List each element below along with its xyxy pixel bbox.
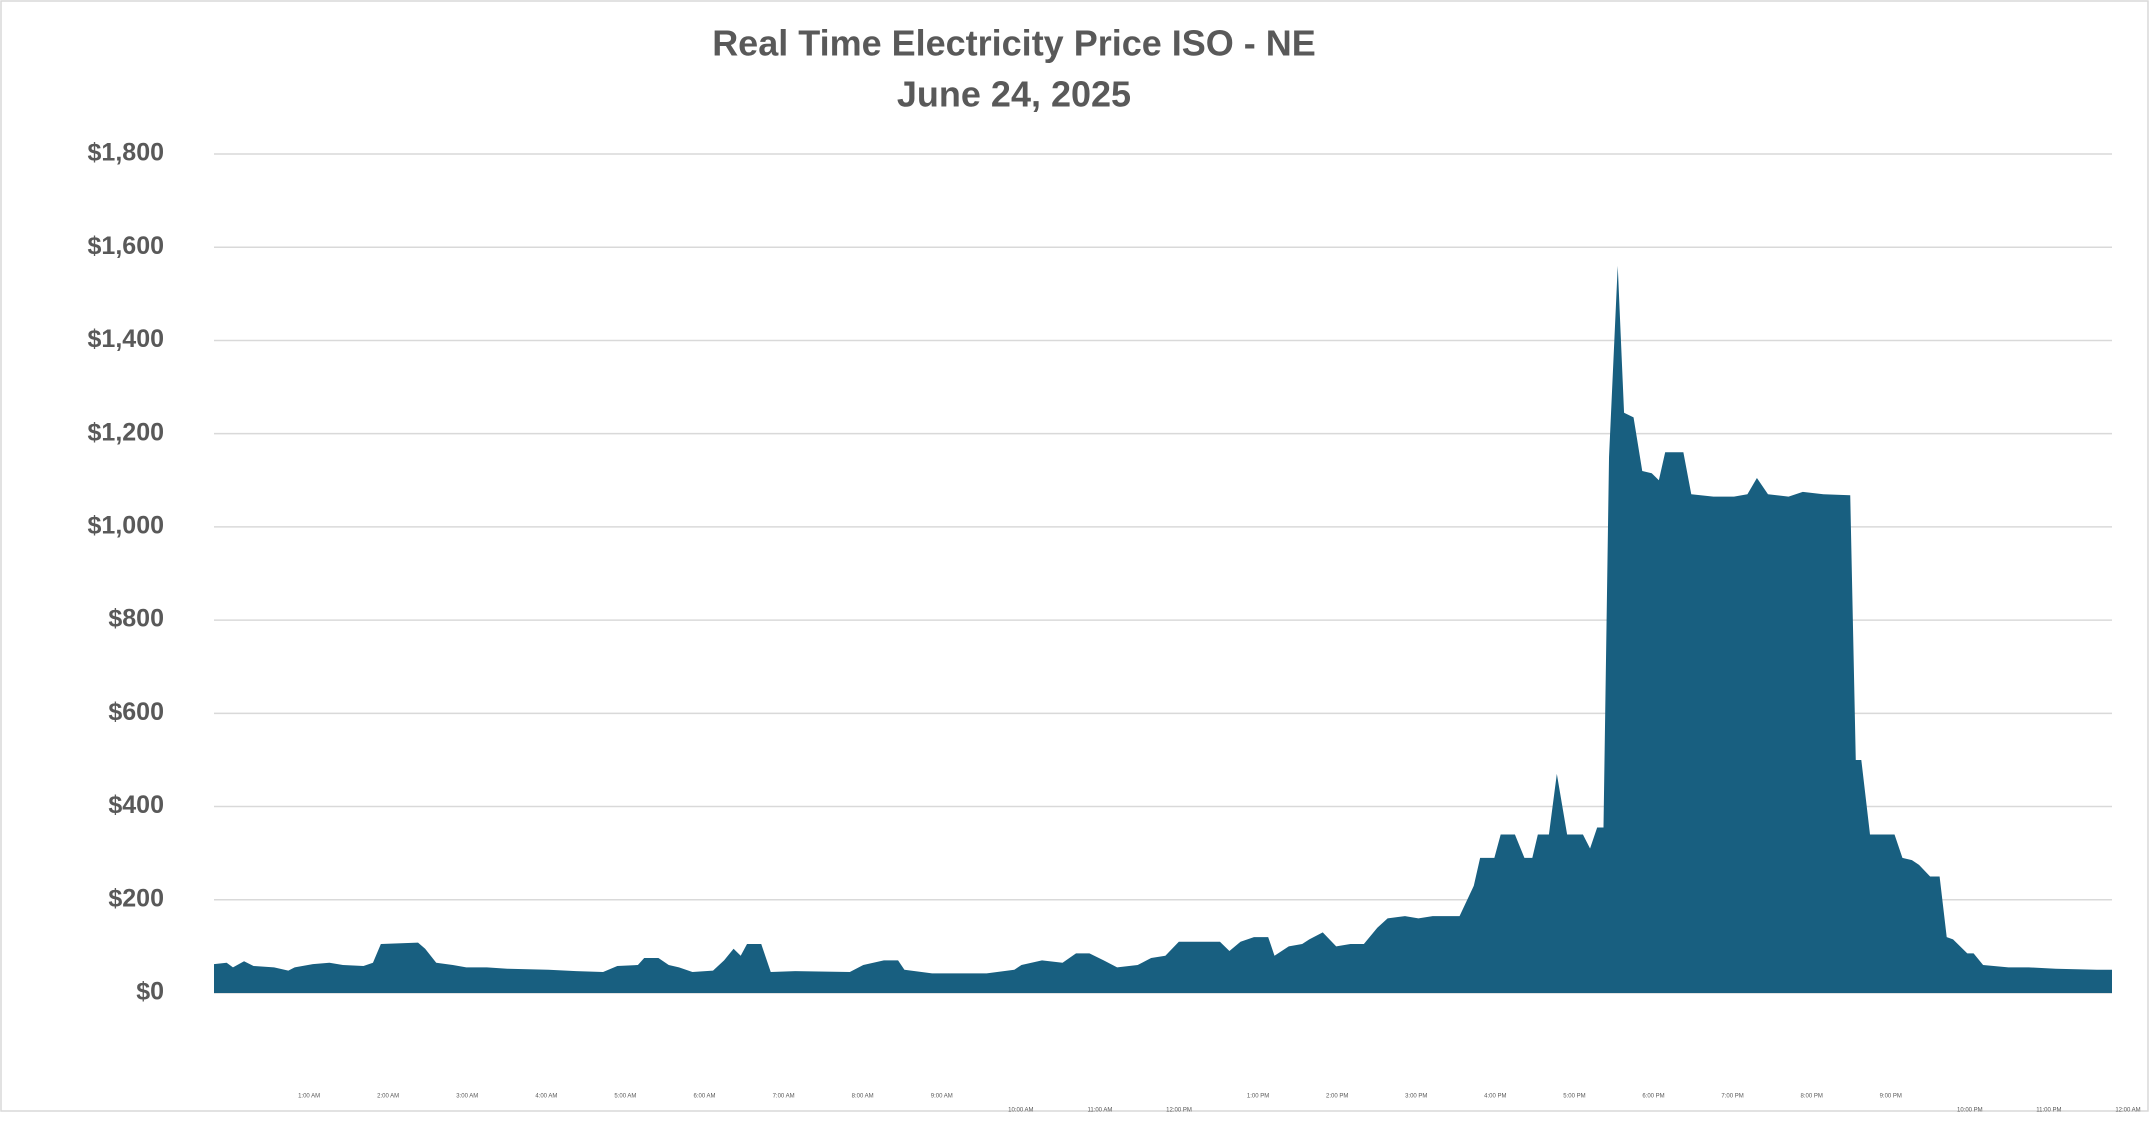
x-tick-label: 8:00 AM [852, 1094, 874, 1100]
x-tick-label: 4:00 PM [1484, 1094, 1506, 1100]
y-tick-label: $600 [108, 698, 164, 726]
x-tick-label: 8:00 PM [1800, 1094, 1822, 1100]
x-tick-label: 6:00 PM [1642, 1094, 1664, 1100]
x-tick-label: 11:00 PM [2036, 1108, 2061, 1114]
x-tick-label: 6:00 AM [693, 1094, 715, 1100]
x-tick-label: 10:00 AM [1008, 1108, 1033, 1114]
x-tick-label: 3:00 AM [456, 1094, 478, 1100]
x-tick-label: 4:00 AM [535, 1094, 557, 1100]
x-tick-label: 2:00 PM [1326, 1094, 1348, 1100]
x-tick-label: 1:00 AM [298, 1094, 320, 1100]
y-tick-label: $1,200 [88, 418, 164, 446]
x-tick-label: 5:00 PM [1563, 1094, 1585, 1100]
x-tick-label: 10:00 PM [1957, 1108, 1983, 1114]
y-tick-label: $1,600 [88, 232, 164, 260]
x-tick-label: 2:00 AM [377, 1094, 399, 1100]
x-tick-label: 11:00 AM [1087, 1108, 1112, 1114]
y-tick-label: $1,800 [88, 139, 164, 167]
price-area [214, 265, 2112, 993]
chart-title: Real Time Electricity Price ISO - NE [712, 23, 1316, 64]
y-tick-label: $800 [108, 605, 164, 633]
y-tick-label: $1,400 [88, 325, 164, 353]
x-tick-label: 3:00 PM [1405, 1094, 1427, 1100]
x-tick-label: 1:00 PM [1247, 1094, 1269, 1100]
y-tick-label: $200 [108, 884, 164, 912]
x-tick-label: 12:00 PM [1166, 1108, 1192, 1114]
x-tick-label: 7:00 PM [1721, 1094, 1743, 1100]
y-tick-label: $400 [108, 791, 164, 819]
x-tick-label: 7:00 AM [773, 1094, 795, 1100]
y-tick-label: $1,000 [88, 511, 164, 539]
x-tick-label: 9:00 PM [1880, 1094, 1902, 1100]
chart-subtitle: June 24, 2025 [897, 74, 1131, 115]
x-tick-label: 9:00 AM [931, 1094, 953, 1100]
x-tick-label: 5:00 AM [614, 1094, 636, 1100]
y-tick-label: $0 [136, 978, 164, 1006]
x-tick-label: 12:00 AM [2115, 1108, 2140, 1114]
